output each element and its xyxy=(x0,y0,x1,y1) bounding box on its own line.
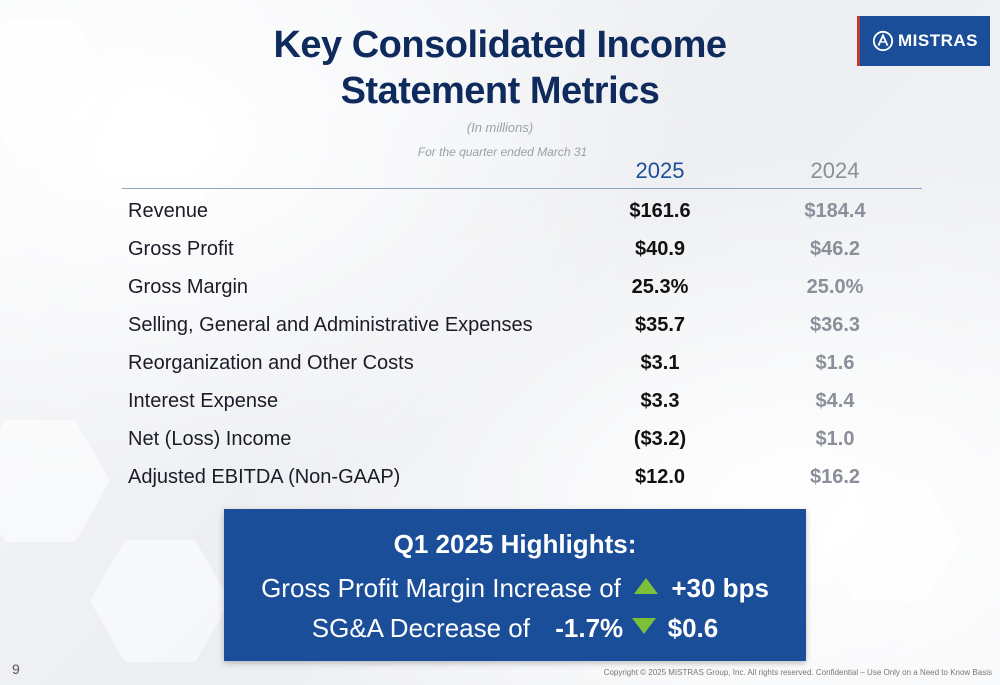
table-row: Interest Expense $3.3 $4.4 xyxy=(0,382,1000,420)
highlights-title: Q1 2025 Highlights: xyxy=(393,529,637,559)
page-number: 9 xyxy=(12,661,20,677)
highlights-box: Q1 2025 Highlights: Gross Profit Margin … xyxy=(224,509,806,661)
value-2024: $1.6 xyxy=(815,352,855,374)
row-label: Interest Expense xyxy=(128,390,279,412)
table-row: Gross Margin 25.3% 25.0% xyxy=(0,268,1000,306)
page-title: Key Consolidated Income Statement Metric… xyxy=(0,22,1000,114)
value-2025: ($3.2) xyxy=(633,428,687,450)
title-line-2: Statement Metrics xyxy=(340,70,660,112)
highlight-text: SG&A Decrease of xyxy=(311,613,530,643)
column-header-2025: 2025 xyxy=(635,158,685,183)
title-line-1: Key Consolidated Income xyxy=(273,24,727,66)
header-divider xyxy=(122,188,922,189)
value-2025: $161.6 xyxy=(629,200,691,222)
value-2024: $36.3 xyxy=(809,314,861,336)
value-2025: $35.7 xyxy=(634,314,686,336)
mistras-globe-icon xyxy=(872,30,894,52)
highlight-value: +30 bps xyxy=(671,573,769,603)
value-2025: $40.9 xyxy=(634,238,686,260)
company-logo: MISTRAS xyxy=(857,16,990,66)
period-note: For the quarter ended March 31 xyxy=(417,145,588,159)
highlight-percent: -1.7% xyxy=(555,613,624,643)
row-label: Adjusted EBITDA (Non-GAAP) xyxy=(128,466,401,488)
row-label: Revenue xyxy=(128,200,209,222)
value-2024: 25.0% xyxy=(806,276,864,298)
value-2025: $3.3 xyxy=(640,390,680,412)
value-2024: $46.2 xyxy=(809,238,861,260)
value-2025: $3.1 xyxy=(640,352,680,374)
arrow-down-icon xyxy=(632,618,657,635)
row-label: Selling, General and Administrative Expe… xyxy=(128,314,533,336)
table-row: Gross Profit $40.9 $46.2 xyxy=(0,230,1000,268)
table-row: Adjusted EBITDA (Non-GAAP) $12.0 $16.2 xyxy=(0,458,1000,496)
highlight-value: $0.6 xyxy=(667,613,719,643)
value-2025: $12.0 xyxy=(634,466,686,488)
copyright-notice: Copyright © 2025 MISTRAS Group, Inc. All… xyxy=(603,668,992,677)
table-row: Selling, General and Administrative Expe… xyxy=(0,306,1000,344)
arrow-up-icon xyxy=(634,578,659,595)
table-row: Revenue $161.6 $184.4 xyxy=(0,192,1000,230)
table-row: Reorganization and Other Costs $3.1 $1.6 xyxy=(0,344,1000,382)
row-label: Gross Profit xyxy=(128,238,234,260)
value-2024: $184.4 xyxy=(804,200,866,222)
highlight-gross-margin: Gross Profit Margin Increase of +30 bps xyxy=(224,573,806,604)
logo-text: MISTRAS xyxy=(898,31,978,50)
row-label: Net (Loss) Income xyxy=(128,428,292,450)
value-2024: $1.0 xyxy=(815,428,855,450)
row-label: Gross Margin xyxy=(128,276,249,298)
value-2025: 25.3% xyxy=(631,276,689,298)
column-header-2024: 2024 xyxy=(810,158,860,183)
highlight-text: Gross Profit Margin Increase of xyxy=(261,573,621,603)
value-2024: $4.4 xyxy=(815,390,855,412)
row-label: Reorganization and Other Costs xyxy=(128,352,414,374)
value-2024: $16.2 xyxy=(809,466,861,488)
highlight-sga: SG&A Decrease of -1.7% $0.6 xyxy=(224,613,806,644)
units-note: (In millions) xyxy=(466,120,534,135)
table-row: Net (Loss) Income ($3.2) $1.0 xyxy=(0,420,1000,458)
